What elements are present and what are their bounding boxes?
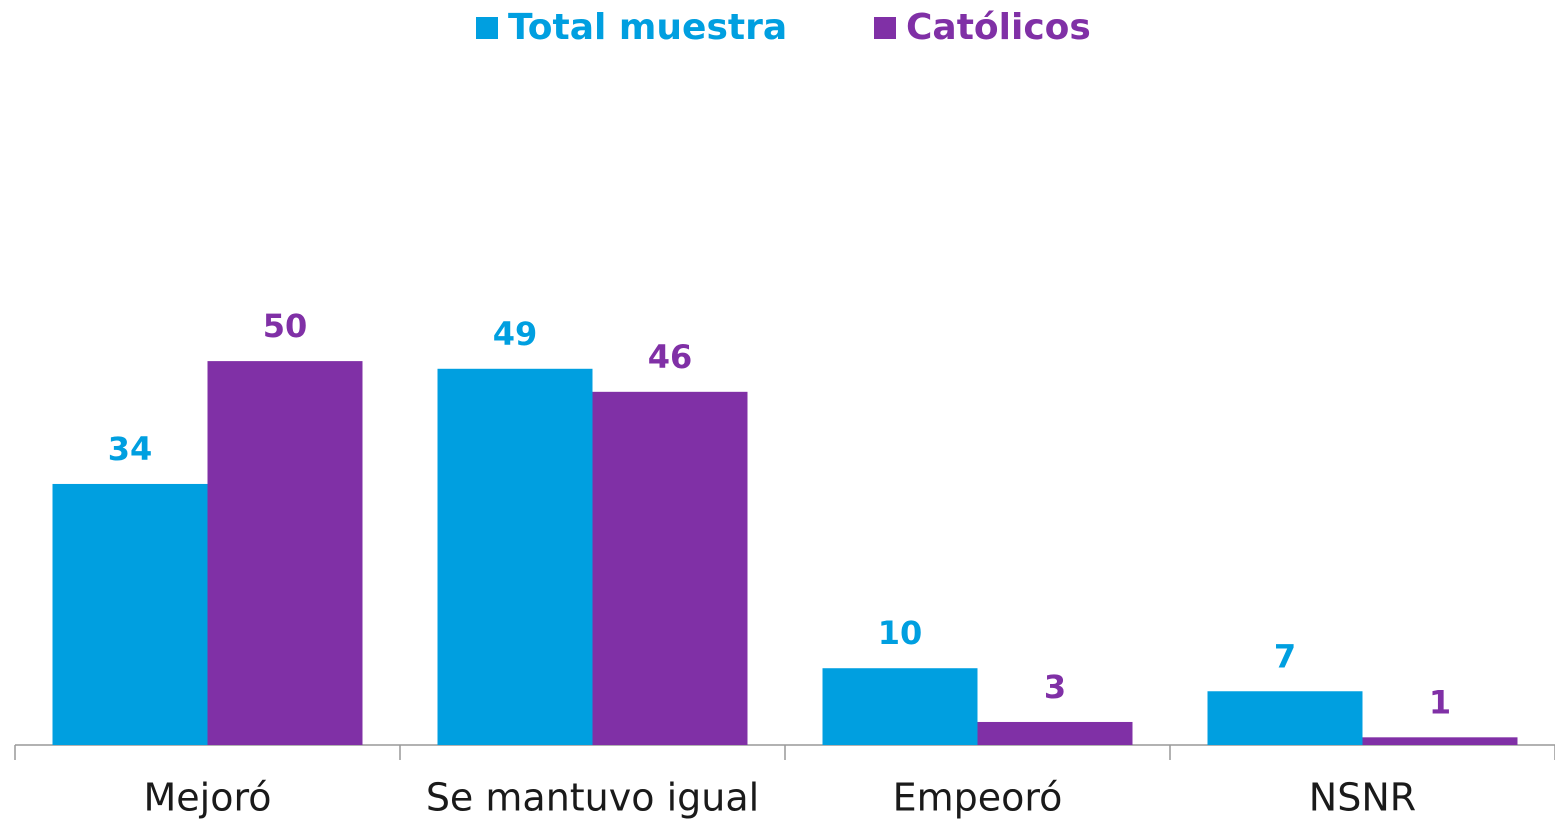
value-label: 1 xyxy=(1429,683,1451,721)
bar xyxy=(592,391,748,745)
legend-label: Católicos xyxy=(906,7,1091,48)
bar xyxy=(1362,737,1518,745)
bar xyxy=(977,721,1133,745)
bar xyxy=(52,483,208,745)
value-label: 46 xyxy=(648,338,693,376)
legend-label: Total muestra xyxy=(508,7,787,48)
value-label: 7 xyxy=(1274,637,1296,675)
bar xyxy=(822,668,978,745)
value-label: 50 xyxy=(263,307,308,345)
value-label: 10 xyxy=(878,614,923,652)
x-tick-label: Se mantuvo igual xyxy=(426,776,759,820)
value-label: 3 xyxy=(1044,668,1066,706)
bar xyxy=(207,361,363,745)
value-label: 49 xyxy=(493,315,538,353)
bar xyxy=(437,368,593,745)
x-tick-label: Empeoró xyxy=(893,776,1063,820)
legend-swatch xyxy=(874,17,896,39)
legend-swatch xyxy=(476,17,498,39)
x-tick-label: Mejoró xyxy=(143,776,271,820)
bar xyxy=(1207,691,1363,745)
x-tick-label: NSNR xyxy=(1309,776,1416,820)
value-label: 34 xyxy=(108,430,153,468)
